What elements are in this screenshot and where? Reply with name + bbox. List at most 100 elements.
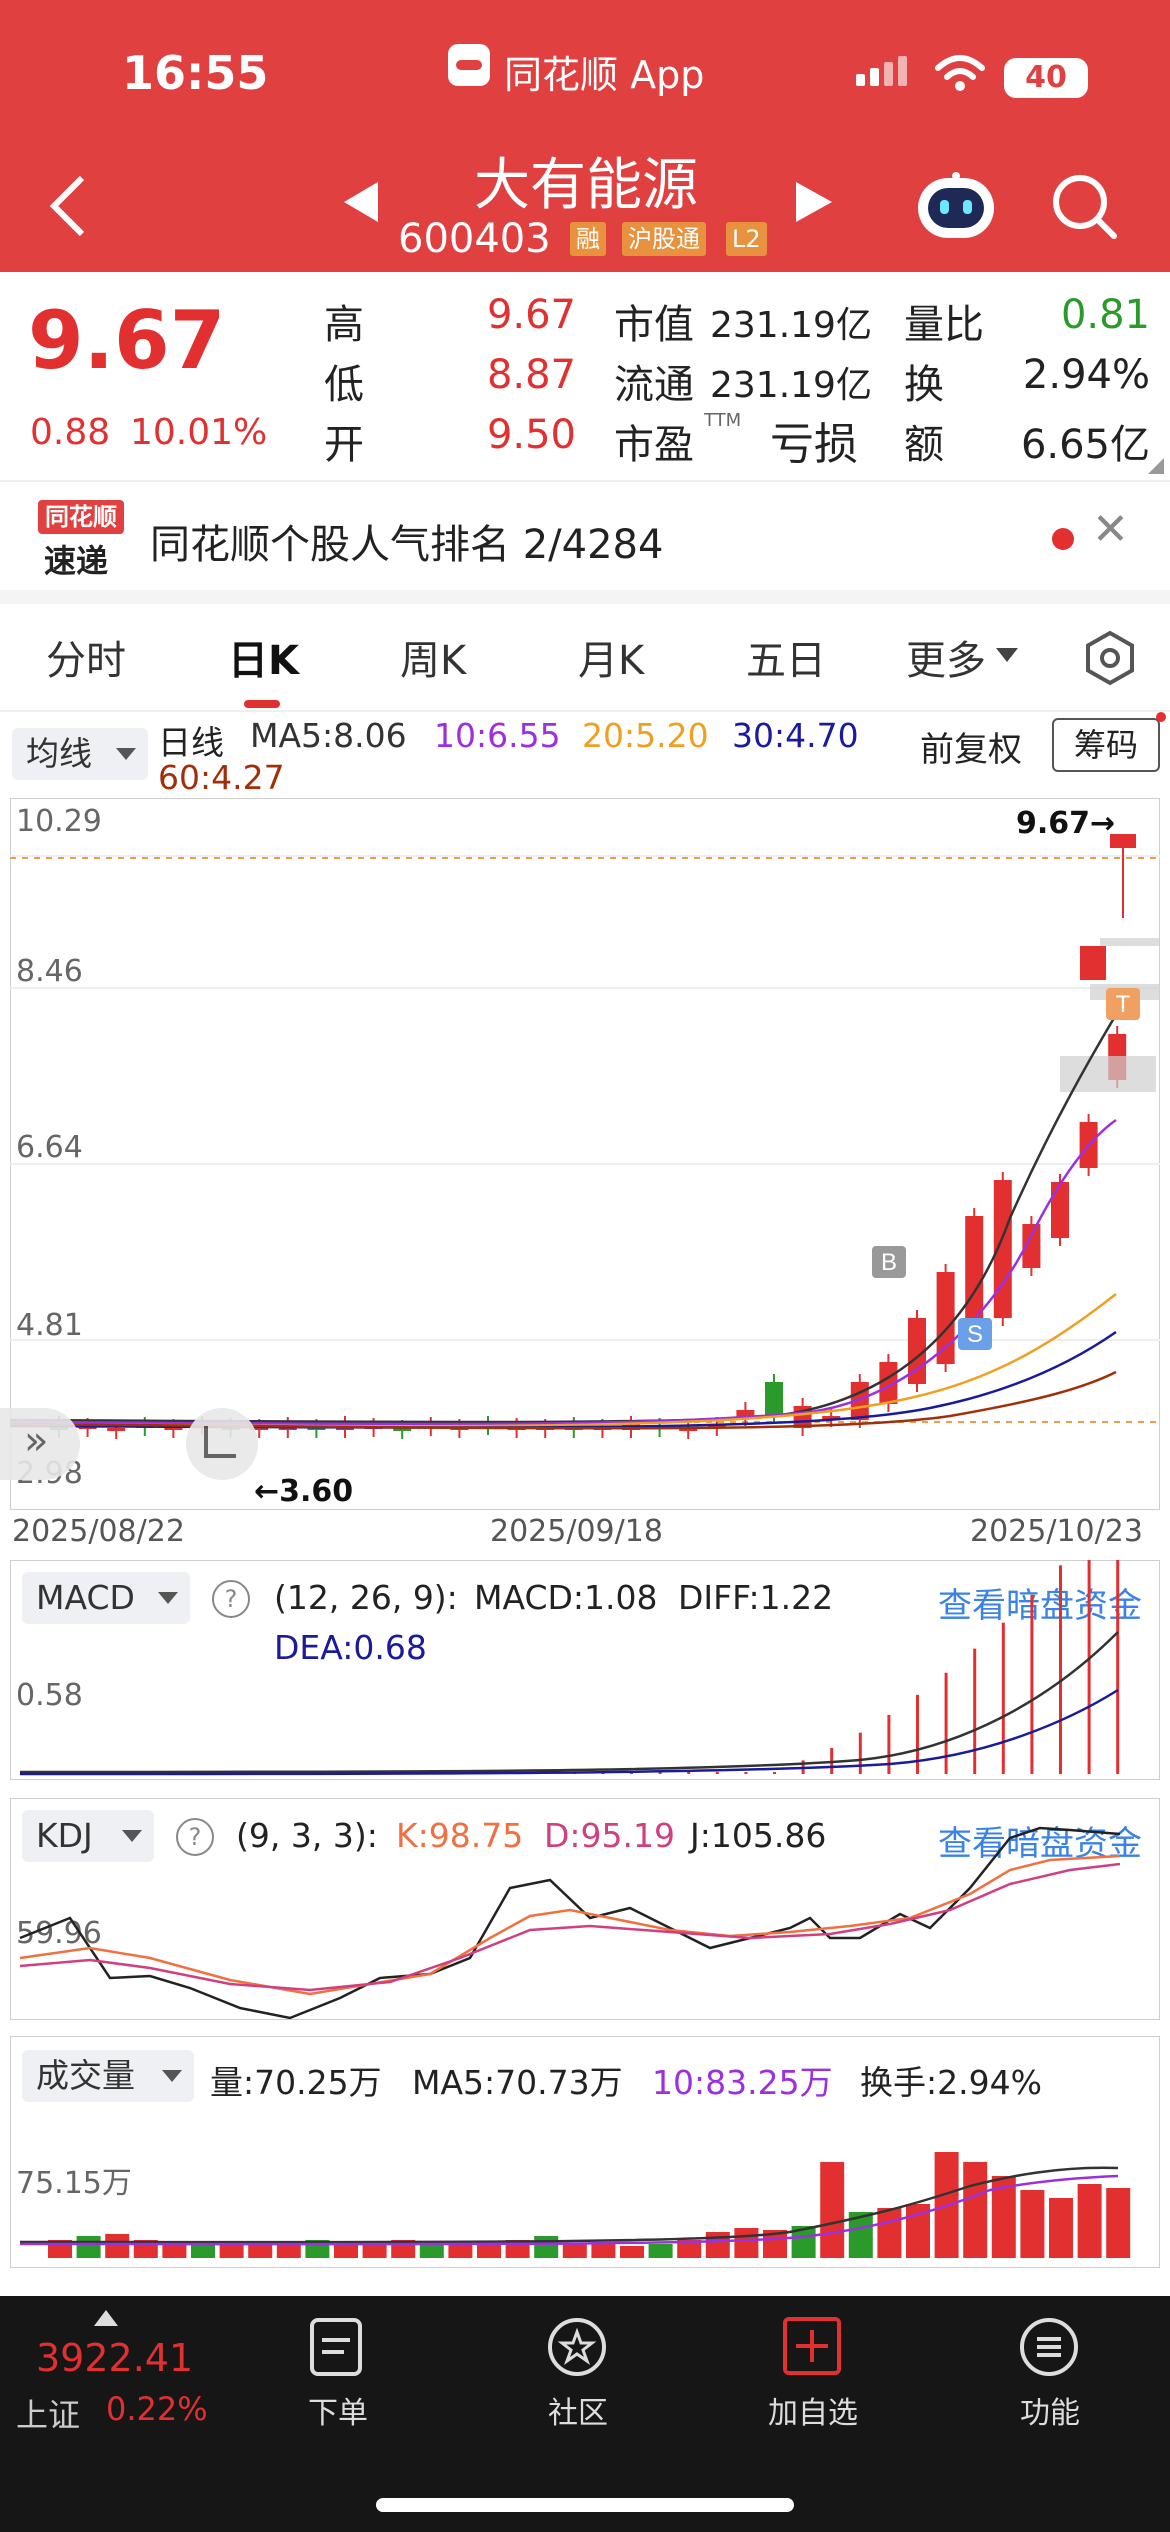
macd-chart[interactable] — [10, 1560, 1160, 1780]
adjust-mode-button[interactable]: 前复权 — [920, 730, 1022, 770]
chips-button[interactable]: 筹码 — [1052, 718, 1160, 772]
j-value: J:105.86 — [690, 1816, 827, 1855]
tab-monthly-k[interactable]: 月K — [578, 638, 645, 684]
float-label: 流通 — [614, 362, 694, 408]
prev-stock-icon[interactable] — [344, 182, 380, 222]
dea-value: DEA:0.68 — [274, 1628, 427, 1667]
order-button[interactable]: 下单 — [288, 2316, 388, 2446]
candle — [393, 1428, 412, 1431]
next-stock-icon[interactable] — [796, 182, 832, 222]
bottom-tab-bar: 3922.41 上证 0.22% 下单 社区 加自选 功能 — [0, 2296, 1170, 2532]
settings-icon[interactable] — [1082, 630, 1138, 686]
period-label: 日线 — [158, 723, 224, 762]
index-up-arrow-icon — [94, 2310, 118, 2326]
battery-icon: 40 — [1004, 58, 1088, 98]
search-icon[interactable] — [1050, 172, 1120, 242]
volume-bar — [477, 2242, 501, 2258]
index-value[interactable]: 3922.41 — [36, 2336, 194, 2380]
kdj-panel-frame — [10, 1798, 1160, 2020]
j-line — [19, 1826, 1121, 2020]
candle — [1080, 946, 1106, 980]
macd-selector[interactable]: MACD — [22, 1572, 190, 1624]
expand-corner-icon[interactable] — [1148, 458, 1164, 474]
document-icon — [310, 2318, 362, 2376]
volume-bar — [248, 2244, 273, 2258]
tab-five-day[interactable]: 五日 — [746, 638, 826, 684]
stock-code: 600403 — [398, 216, 551, 262]
candle — [936, 1272, 955, 1364]
indicator-selector[interactable]: 均线 — [12, 728, 148, 780]
volume-bar — [334, 2244, 358, 2258]
chevron-down-icon — [162, 2070, 182, 2082]
volume-bar — [620, 2246, 644, 2258]
tab-weekly-k[interactable]: 周K — [400, 638, 467, 684]
turnover-value: 2.94% — [1022, 352, 1150, 398]
help-icon[interactable]: ? — [176, 1818, 214, 1856]
volume-bar — [1020, 2190, 1045, 2258]
ma60-value: 60:4.27 — [158, 758, 285, 797]
ma20-value: 20:5.20 — [582, 716, 709, 755]
pe-sup: TTM — [704, 410, 742, 431]
buy-signal-label: B — [881, 1249, 897, 1276]
help-icon[interactable]: ? — [212, 1580, 250, 1618]
candle — [822, 1416, 841, 1419]
turnover-label: 换 — [904, 362, 944, 408]
macd-bar — [1001, 1622, 1005, 1774]
tab-intraday[interactable]: 分时 — [46, 638, 126, 684]
macd-bar — [658, 1772, 662, 1774]
candle — [250, 1427, 269, 1430]
price-change-pct: 10.01% — [130, 412, 268, 453]
float-value: 231.19亿 — [710, 365, 872, 406]
pe-label: 市盈 — [614, 422, 694, 468]
macd-bar — [1030, 1594, 1034, 1774]
kline-chart-frame — [10, 798, 1160, 1510]
ma30-value: 30:4.70 — [732, 716, 859, 755]
status-time: 16:55 — [122, 46, 269, 100]
back-icon[interactable] — [48, 174, 88, 238]
index-name: 上证 — [16, 2396, 81, 2434]
current-price: 9.67 — [28, 294, 226, 387]
volume-selector[interactable]: 成交量 — [22, 2050, 194, 2102]
robot-icon[interactable] — [918, 172, 994, 240]
macd-bar — [1087, 1560, 1091, 1774]
ranking-banner[interactable]: 同花顺 速递 同花顺个股人气排名 2/4284 ✕ — [0, 482, 1170, 590]
kdj-selector[interactable]: KDJ — [22, 1810, 154, 1862]
vol-ratio-value: 0.81 — [1060, 292, 1150, 338]
ranking-text: 同花顺个股人气排名 2/4284 — [150, 522, 664, 568]
macd-bar — [973, 1648, 977, 1774]
volume-bar — [76, 2236, 101, 2258]
high-value: 9.67 — [486, 292, 576, 338]
tag-connect: 沪股通 — [622, 222, 706, 256]
macd-bar — [1059, 1565, 1062, 1774]
volume-chart[interactable] — [10, 2036, 1160, 2268]
kdj-chart[interactable] — [10, 1798, 1160, 2020]
dark-pool-link[interactable]: 查看暗盘资金 — [938, 1586, 1142, 1626]
volume-ma10: 10:83.25万 — [652, 2063, 833, 2102]
ma-line — [10, 1370, 1117, 1430]
ma-line — [10, 1118, 1117, 1426]
function-button[interactable]: 功能 — [1000, 2316, 1100, 2446]
tab-daily-k[interactable]: 日K — [228, 638, 299, 684]
price-change: 0.88 — [30, 412, 111, 453]
last-price-marker: 9.67→ — [1016, 806, 1116, 841]
community-button[interactable]: 社区 — [528, 2316, 628, 2446]
tab-more[interactable]: 更多 — [906, 638, 986, 684]
open-value: 9.50 — [486, 412, 576, 458]
kdj-params: (9, 3, 3): — [236, 1816, 378, 1855]
collapse-left-button[interactable]: » — [0, 1408, 80, 1480]
close-icon[interactable]: ✕ — [1092, 504, 1129, 555]
chevron-down-icon — [158, 1592, 178, 1604]
diff-value: DIFF:1.22 — [678, 1578, 834, 1617]
candle — [879, 1362, 898, 1404]
signal-icon — [856, 56, 912, 86]
sell-signal-label: S — [967, 1321, 983, 1348]
volume-bar — [591, 2242, 616, 2258]
kline-chart[interactable]: B S T — [10, 798, 1160, 1510]
add-watchlist-button[interactable]: 加自选 — [758, 2316, 868, 2446]
t-signal-marker — [1106, 988, 1140, 1020]
index-change: 0.22% — [106, 2390, 208, 2428]
ma-line — [10, 1007, 1122, 1424]
y-label-top: 10.29 — [16, 804, 102, 839]
crosshair-button[interactable] — [186, 1408, 258, 1480]
macd-panel-frame — [10, 1560, 1160, 1780]
